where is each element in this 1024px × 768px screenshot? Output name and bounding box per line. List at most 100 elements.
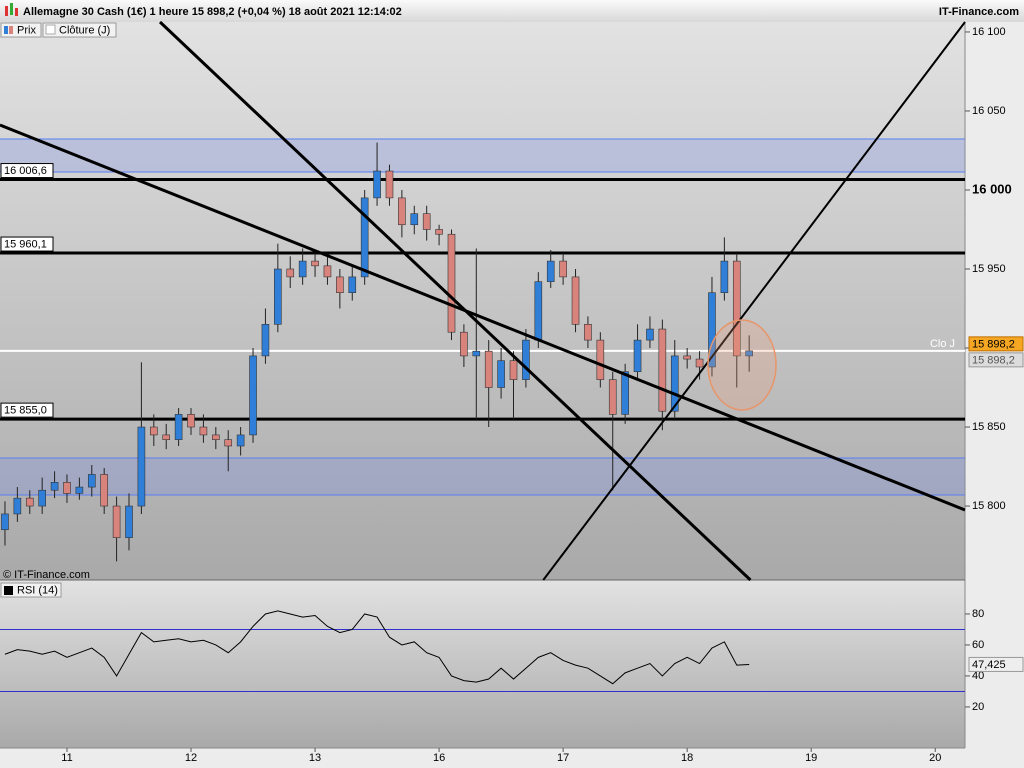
y-tick-label: 15 800 <box>972 500 1006 512</box>
rsi-panel <box>0 580 965 748</box>
candle-body <box>63 482 71 494</box>
candle-body <box>484 350 493 388</box>
price-tag-label: 15 898,2 <box>972 338 1015 350</box>
candle-body <box>596 339 605 380</box>
candle-body <box>75 486 84 494</box>
legend: Prix Clôture (J) <box>0 22 117 38</box>
candle-body <box>559 260 567 278</box>
candle-body <box>435 229 443 235</box>
candle-body <box>199 426 208 436</box>
y-tick-label: 16 050 <box>972 105 1006 117</box>
right-axis <box>965 22 1024 768</box>
candle-body <box>224 439 233 447</box>
candle-body <box>1 513 9 531</box>
candle-body <box>249 355 257 436</box>
header-bar <box>0 0 1024 22</box>
candle-body <box>398 197 406 226</box>
candle-body <box>522 339 530 380</box>
legend-swatch <box>45 24 56 35</box>
rsi-line <box>4 610 750 685</box>
candle-body <box>50 482 59 491</box>
candle-body <box>447 233 456 333</box>
legend-box <box>0 582 62 598</box>
level-label-box <box>0 402 54 418</box>
candle-body <box>348 276 357 294</box>
candle-body <box>472 350 481 357</box>
price-tag-label: 15 898,2 <box>972 354 1015 366</box>
candle-body <box>546 260 555 282</box>
candle-body <box>658 328 667 412</box>
y-tick-label: 16 100 <box>972 26 1006 38</box>
candle-body <box>683 355 691 360</box>
candle-body <box>633 339 642 373</box>
candle-body <box>323 265 332 278</box>
candle-body <box>360 197 369 278</box>
candle-body <box>137 426 146 507</box>
candle-body <box>25 497 34 507</box>
y-tick-label: 40 <box>972 670 984 682</box>
bottom-axis <box>0 748 965 768</box>
x-tick-label: 19 <box>805 752 817 764</box>
candle-body <box>534 281 543 341</box>
legend-entry: RSI (14) <box>17 584 58 596</box>
legend-box <box>42 22 117 38</box>
app-icon <box>5 3 18 16</box>
candle-body <box>720 260 729 294</box>
trend-line <box>158 20 752 582</box>
x-tick-label: 16 <box>433 752 445 764</box>
candle-body <box>162 434 171 440</box>
candle-body <box>100 474 108 507</box>
candle-body <box>708 292 716 368</box>
candle-body <box>187 414 195 428</box>
title: Allemagne 30 Cash (1€) 1 heure 15 898,2 … <box>23 6 402 18</box>
candle-body <box>13 497 22 515</box>
candle-body <box>646 328 654 341</box>
x-tick-label: 13 <box>309 752 321 764</box>
candle-body <box>274 268 282 325</box>
legend-swatch <box>9 26 13 34</box>
candle-body <box>670 355 679 412</box>
candle-body <box>212 434 220 440</box>
value-tag-label: 47,425 <box>972 659 1006 671</box>
legend-entry: Clôture (J) <box>59 24 110 36</box>
candle-body <box>497 360 505 388</box>
candle-body <box>745 350 753 357</box>
candle-body <box>422 213 431 230</box>
x-tick-label: 17 <box>557 752 569 764</box>
candle-body <box>236 434 245 447</box>
trend-line <box>542 21 966 581</box>
legend-entry: Prix <box>17 24 36 36</box>
level-label: 16 006,6 <box>4 165 47 177</box>
candle-body <box>732 260 741 357</box>
y-tick-label: 15 950 <box>972 263 1006 275</box>
y-tick-label: 20 <box>972 701 984 713</box>
legend-swatch <box>4 586 13 595</box>
candle-body <box>584 324 592 341</box>
candle-body <box>261 324 270 357</box>
candle-body <box>298 260 307 278</box>
value-tag <box>968 656 1024 672</box>
watermark: © IT-Finance.com <box>3 569 90 581</box>
y-tick-label: 60 <box>972 639 984 651</box>
y-tick-label: 16 000 <box>972 181 1012 196</box>
candle-body <box>571 276 580 325</box>
level-label: 15 855,0 <box>4 405 47 417</box>
candle-body <box>608 379 617 415</box>
x-tick-label: 20 <box>929 752 941 764</box>
site-name: IT-Finance.com <box>939 6 1019 18</box>
candle-body <box>38 489 46 507</box>
x-tick-label: 11 <box>61 752 72 764</box>
y-tick-label: 15 850 <box>972 421 1006 433</box>
price-tag <box>968 336 1024 352</box>
level-label: 15 960,1 <box>4 238 47 250</box>
price-tag <box>968 352 1024 368</box>
candle-body <box>311 260 319 267</box>
trend-line <box>0 123 966 512</box>
legend-swatch <box>4 26 8 34</box>
close-line-label: Clo J <box>930 338 955 350</box>
candle-body <box>509 360 518 380</box>
candle-body <box>125 505 133 538</box>
candle-body <box>460 331 468 357</box>
candle-body <box>621 371 629 415</box>
